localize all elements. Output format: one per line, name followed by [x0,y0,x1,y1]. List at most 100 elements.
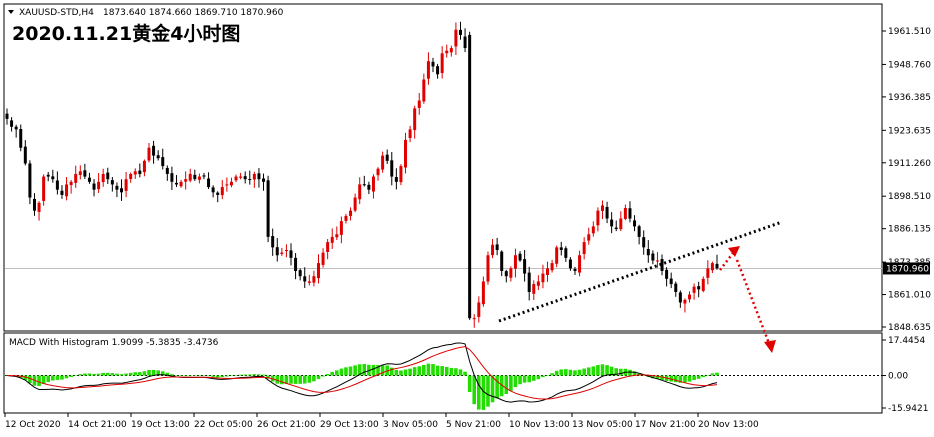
macd-histogram-bar [458,369,463,376]
candle-body [463,36,467,49]
signal-line [6,346,718,400]
macd-histogram-bar [229,375,234,377]
macd-histogram-bar [596,365,600,376]
candle-body [688,294,692,300]
macd-histogram-bar [335,370,339,376]
down-arrow-shaft[interactable] [735,259,772,347]
macd-histogram-bar [651,375,655,379]
candle-body [458,29,462,35]
macd-histogram-bar [504,375,509,395]
macd-histogram-bar [614,368,619,376]
y-tick-label: 1848.635 [888,323,931,333]
current-price-box [883,262,930,275]
macd-histogram-bar [417,366,422,376]
candle-body [271,236,275,248]
symbol-dropdown-icon[interactable] [8,10,14,14]
macd-histogram-bar [362,364,367,376]
macd-histogram-bar [573,370,577,376]
candle-body [362,184,366,186]
candle-body [399,166,403,183]
macd-histogram-bar [472,375,477,405]
candle-body [591,226,595,234]
macd-histogram-bar [46,375,51,383]
x-tick-label: 12 Oct 2020 [5,420,61,430]
candle-body [491,244,495,256]
macd-histogram-bar [545,375,550,376]
candle-body [349,210,353,216]
candle-body [623,208,627,219]
macd-histogram-bar [591,366,596,376]
macd-histogram-bar [302,375,307,384]
candle-body [124,179,128,191]
macd-histogram-bar [431,364,435,376]
candle-body [344,215,348,221]
y-tick-label: 1948.760 [888,60,931,70]
up-arrow-shaft[interactable] [719,252,734,271]
macd-histogram-bar [577,369,582,376]
macd-histogram-bar [133,372,138,376]
up-arrow-head [728,246,740,257]
candle-body [422,79,426,102]
candle-body [619,218,623,230]
macd-histogram-bar [115,373,119,376]
macd-histogram-bar [225,375,229,377]
candle-body [564,248,568,258]
candle-body [51,176,55,180]
macd-histogram-bar [69,375,73,377]
candle-body [701,278,705,291]
candle-body [74,173,78,183]
candle-body [239,176,243,178]
y-tick-label: 1936.385 [888,93,931,103]
candle-body [614,227,618,230]
macd-histogram-bar [257,374,261,376]
macd-histogram-bar [619,368,623,376]
macd-histogram-bar [687,375,692,382]
candle-body [546,268,550,275]
candle-body [170,173,174,182]
candle-body [582,242,586,254]
candle-body [202,175,206,177]
candle-body [248,179,252,181]
macd-histogram-bar [321,375,325,377]
candle-body [65,184,69,197]
macd-indicator-label: MACD With Histogram 1.9099 -5.3835 -3.47… [9,338,219,348]
macd-histogram-bar [399,370,403,376]
macd-histogram-bar [380,364,385,376]
macd-histogram-bar [37,375,41,387]
macd-histogram-bar [527,375,531,383]
x-tick-label: 22 Oct 05:00 [194,420,253,430]
macd-histogram-bar [586,367,591,376]
candle-body [568,259,572,269]
macd-histogram-bar [298,375,302,384]
candle-body [555,247,559,264]
macd-histogram-bar [426,363,431,376]
macd-histogram-bar [128,372,133,376]
candle-body [83,170,87,177]
candle-body [101,173,105,183]
candle-body [14,126,18,130]
price-panel[interactable] [3,3,883,332]
candle-body [37,202,41,212]
macd-histogram-bar [252,374,257,376]
macd-histogram-bar [660,375,664,381]
y-tick-label: 1861.010 [888,291,931,301]
macd-histogram-bar [174,375,179,376]
macd-histogram-bar [64,375,69,379]
macd-histogram-bar [692,375,696,381]
macd-histogram-bar [101,372,105,376]
macd-histogram-bar [206,375,211,377]
candle-body [216,192,220,195]
candle-body [642,237,646,248]
macd-histogram-bar [673,375,678,383]
candle-body [394,177,398,182]
macd-histogram-bar [641,375,646,376]
macd-histogram-bar [325,373,330,376]
candle-body [32,198,36,211]
x-tick-label: 13 Nov 05:00 [572,420,633,430]
macd-histogram-bar [600,364,605,376]
candle-body [481,281,485,305]
candle-body [229,181,233,186]
current-price-label: 1870.960 [886,264,929,274]
candle-body [697,286,701,290]
macd-histogram-bar [706,375,710,376]
